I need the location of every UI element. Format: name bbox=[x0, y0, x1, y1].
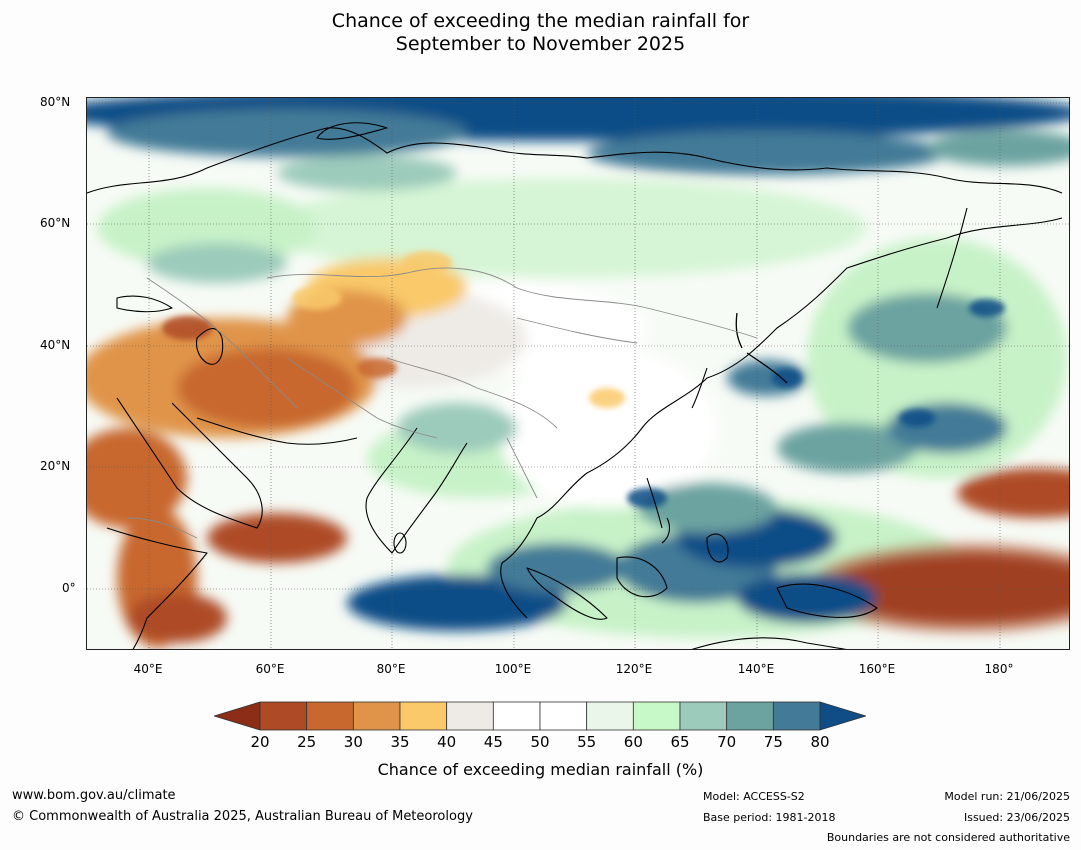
colorbar-segment bbox=[772, 701, 821, 731]
colorbar-arrow-low bbox=[212, 701, 261, 731]
lat-label-60n: 60°N bbox=[40, 216, 71, 230]
lon-label-80e: 80°E bbox=[376, 662, 406, 676]
model-text: Model: ACCESS-S2 bbox=[703, 790, 805, 803]
colorbar bbox=[212, 700, 868, 732]
probability-detail bbox=[162, 251, 1005, 508]
colorbar-segment bbox=[259, 701, 308, 731]
colorbar-tick-label: 45 bbox=[483, 733, 503, 751]
lon-label-100e: 100°E bbox=[494, 662, 532, 676]
colorbar-tick-label: 20 bbox=[250, 733, 270, 751]
colorbar-tick-label: 35 bbox=[390, 733, 410, 751]
colorbar-segment bbox=[446, 701, 494, 731]
lat-label-80n: 80°N bbox=[40, 95, 71, 109]
lon-label-180: 180° bbox=[984, 662, 1014, 676]
coastlines bbox=[87, 122, 1063, 649]
copyright-text: © Commonwealth of Australia 2025, Austra… bbox=[12, 809, 473, 824]
title-line-1: Chance of exceeding the median rainfall … bbox=[331, 10, 750, 32]
website-link[interactable]: www.bom.gov.au/climate bbox=[12, 788, 176, 803]
base-period-text: Base period: 1981-2018 bbox=[703, 811, 836, 824]
colorbar-segment bbox=[352, 701, 401, 731]
lat-label-40n: 40°N bbox=[40, 338, 71, 352]
colorbar-tick-label: 30 bbox=[343, 733, 363, 751]
lon-label-120e: 120°E bbox=[615, 662, 653, 676]
country-borders bbox=[126, 267, 758, 539]
model-run-text: Model run: 21/06/2025 bbox=[944, 790, 1070, 803]
colorbar-tick-label: 70 bbox=[717, 733, 737, 751]
lon-label-40e: 40°E bbox=[133, 662, 163, 676]
colorbar-segment bbox=[492, 701, 541, 731]
lat-label-20n: 20°N bbox=[40, 459, 71, 473]
map-title: Chance of exceeding the median rainfall … bbox=[0, 10, 1081, 56]
lon-label-140e: 140°E bbox=[737, 662, 775, 676]
colorbar-tick-label: 60 bbox=[623, 733, 643, 751]
colorbar-tick-label: 80 bbox=[810, 733, 830, 751]
graticule bbox=[87, 98, 1069, 649]
colorbar-segment bbox=[539, 701, 588, 731]
colorbar-segment bbox=[632, 701, 681, 731]
lon-label-160e: 160°E bbox=[858, 662, 896, 676]
colorbar-tick-label: 75 bbox=[763, 733, 783, 751]
disclaimer-text: Boundaries are not considered authoritat… bbox=[826, 831, 1070, 844]
colorbar-tick-label: 50 bbox=[530, 733, 550, 751]
title-line-2: September to November 2025 bbox=[395, 33, 686, 55]
colorbar-segment bbox=[726, 701, 774, 731]
colorbar-segment bbox=[679, 701, 728, 731]
lat-label-0: 0° bbox=[62, 581, 76, 595]
colorbar-arrow-high bbox=[819, 701, 868, 731]
colorbar-svg bbox=[212, 701, 868, 731]
colorbar-tick-label: 25 bbox=[297, 733, 317, 751]
colorbar-segment bbox=[306, 701, 354, 731]
lon-label-60e: 60°E bbox=[255, 662, 285, 676]
colorbar-tick-label: 40 bbox=[437, 733, 457, 751]
colorbar-segment bbox=[399, 701, 448, 731]
rainfall-map bbox=[86, 97, 1070, 650]
colorbar-title: Chance of exceeding median rainfall (%) bbox=[377, 760, 704, 779]
colorbar-tick-label: 55 bbox=[577, 733, 597, 751]
map-svg bbox=[87, 98, 1069, 649]
colorbar-segment bbox=[586, 701, 634, 731]
issued-text: Issued: 23/06/2025 bbox=[963, 811, 1070, 824]
probability-field bbox=[87, 98, 1069, 648]
colorbar-tick-label: 65 bbox=[670, 733, 690, 751]
